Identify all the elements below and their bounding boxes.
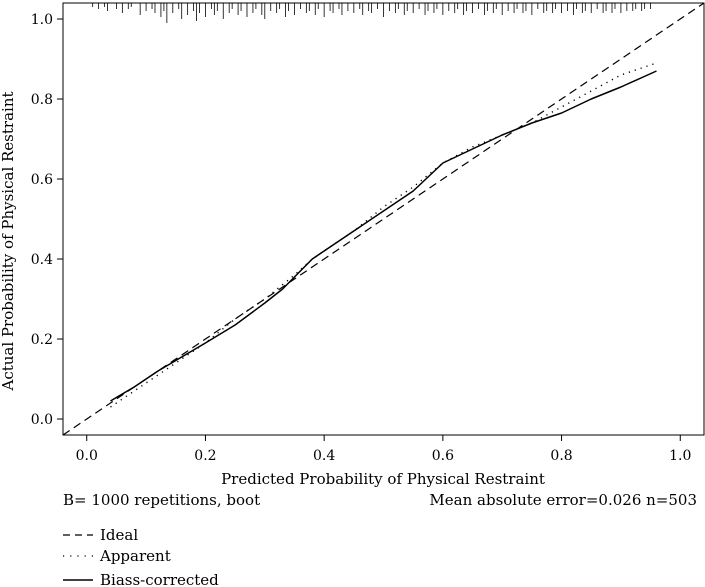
mean-error-annotation: Mean absolute error=0.026 n=503 [429, 491, 697, 509]
legend-label-bias-corrected: Biass-corrected [100, 571, 219, 587]
repetitions-annotation: B= 1000 repetitions, boot [63, 491, 260, 509]
series-line-biass-corrected [110, 70, 657, 402]
y-tick-label: 0.2 [31, 332, 53, 348]
y-tick-label: 0.6 [31, 172, 53, 188]
x-tick-label: 0.6 [432, 448, 454, 464]
legend: Ideal Apparent Biass-corrected [63, 526, 219, 587]
series-line-ideal [62, 2, 705, 436]
y-axis: 0.0 0.2 0.4 0.6 0.8 1.0 [31, 12, 63, 428]
series-line-apparent [110, 62, 657, 408]
x-tick-label: 0.4 [313, 448, 335, 464]
series-lines [62, 2, 705, 436]
x-tick-label: 0.0 [76, 448, 98, 464]
y-tick-label: 0.0 [31, 412, 53, 428]
y-tick-label: 0.8 [31, 92, 53, 108]
y-tick-label: 1.0 [31, 12, 53, 28]
y-axis-label: Actual Probability of Physical Restraint [0, 91, 17, 391]
rug-marks [92, 3, 651, 23]
x-tick-label: 0.8 [550, 448, 572, 464]
y-tick-label: 0.4 [31, 252, 53, 268]
x-tick-label: 0.2 [194, 448, 216, 464]
x-axis: 0.0 0.2 0.4 0.6 0.8 1.0 [76, 435, 691, 464]
legend-label-apparent: Apparent [99, 547, 171, 565]
x-tick-label: 1.0 [669, 448, 691, 464]
x-axis-label: Predicted Probability of Physical Restra… [221, 470, 545, 488]
legend-label-ideal: Ideal [100, 526, 138, 544]
